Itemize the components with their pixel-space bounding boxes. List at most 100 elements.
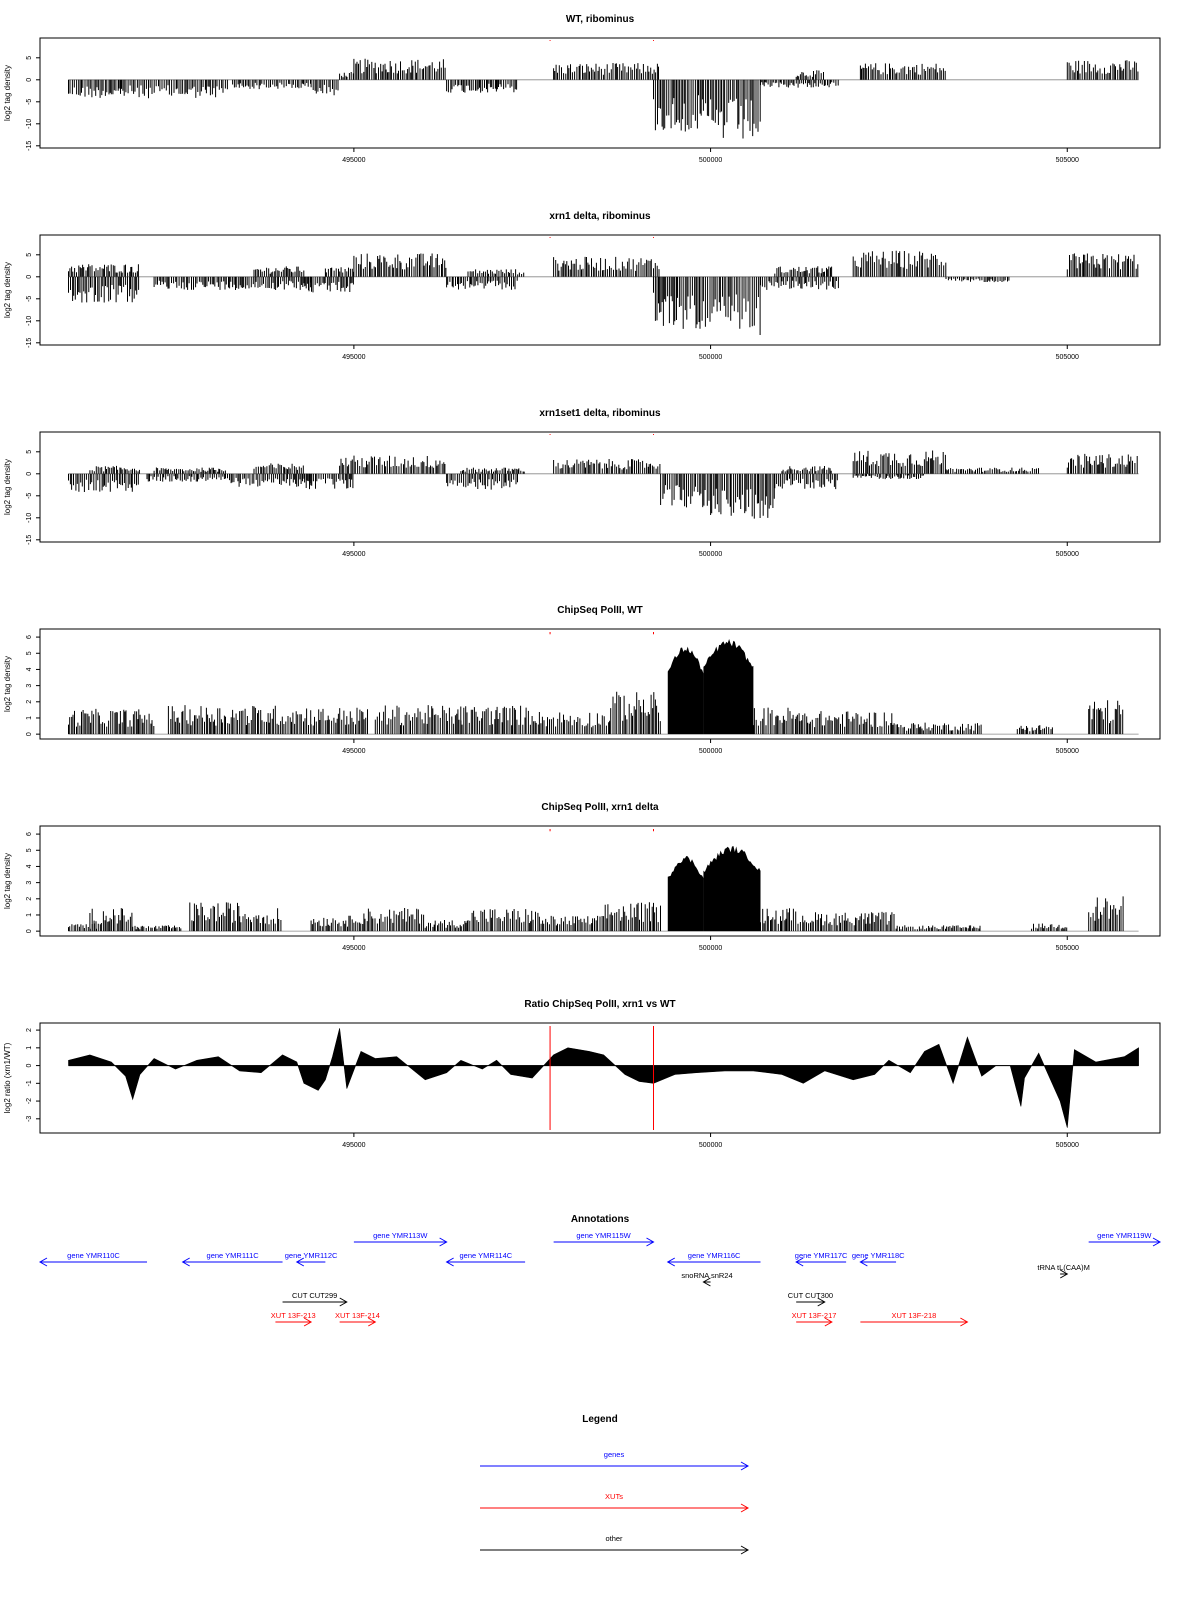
y-tick-label: 5 [26,651,33,655]
density-bars [852,473,924,480]
density-block [703,846,761,932]
chart-panel-1: WT, ribominus log2 tag density -15 -10 -5 0 5 4… [3,14,1161,164]
density-bars [324,267,354,277]
y-tick-label: 4 [26,667,33,671]
density-bars [781,466,832,474]
x-tick-label: 505000 [1056,354,1079,361]
density-bars [895,722,982,735]
y-tick-label: 5 [26,848,33,852]
density-bars [1088,700,1124,735]
feature-arrow [295,1257,326,1267]
density-bars [310,707,368,735]
feature-label: gene YMR112C [285,1251,338,1260]
y-tick-label: 3 [26,881,33,885]
density-bars [239,908,282,932]
arrow-head [295,1257,305,1267]
density-bars [467,909,539,932]
density-bars [945,276,1010,283]
feature-label: tRNA tL(CAA)M [1037,1263,1090,1272]
y-axis-label: log2 tag density [3,459,12,515]
x-tick-label: 500000 [699,157,722,164]
y-tick-label: 4 [26,864,33,868]
plot-frame [39,37,1161,149]
arrow-head [1060,1269,1069,1279]
feature-arrow [339,1317,377,1327]
y-tick-label: 2 [26,700,33,704]
y-tick-label: -10 [26,316,33,326]
y-axis-label: log2 tag density [3,262,12,318]
feature-gene: gene YMR111C [181,1251,283,1267]
annotations-title: Annotations [571,1214,630,1225]
feature-arrow [1088,1237,1162,1247]
feature-arrow [702,1277,711,1287]
density-bars [760,79,839,88]
density-bars [424,920,468,932]
feature-xut: XUT 13F-213 [271,1311,316,1327]
arrow-head [646,1237,655,1247]
feature-arrow [666,1257,761,1267]
density-bars [802,911,895,932]
density-bars [610,691,661,735]
y-tick-label: -1 [26,1080,33,1086]
chart-panel-3: xrn1set1 delta, ribominus log2 tag densit… [3,408,1161,558]
density-bars [467,269,525,277]
arrow-head [960,1317,969,1327]
density-bars [553,459,661,474]
feature-arrow [553,1237,655,1247]
x-tick-label: 500000 [699,945,722,952]
feature-label: CUT CUT300 [788,1291,833,1300]
feature-arrow [859,1257,897,1267]
density-bars [702,79,761,139]
density-bars [353,58,446,80]
density-bars [895,925,981,932]
feature-label: gene YMR111C [207,1251,260,1260]
density-bars [68,708,155,735]
density-bars [68,473,139,492]
feature-label: gene YMR110C [67,1251,120,1260]
density-bars [1031,923,1068,932]
y-axis-label: log2 tag density [3,656,12,712]
feature-label: XUT 13F-213 [271,1311,316,1320]
y-tick-label: -2 [26,1098,33,1104]
density-bars [460,705,539,735]
legend-label: genes [604,1450,625,1459]
y-tick-label: -15 [26,535,33,545]
density-bars [253,463,304,474]
y-tick-label: 0 [26,732,33,736]
plot-frame [39,431,1161,543]
chart-title: xrn1 delta, ribominus [549,211,651,222]
arrow-head [1152,1237,1162,1247]
chart-marks [68,450,1139,519]
y-axis-label: log2 tag density [3,853,12,909]
chart-marks [68,846,1139,932]
density-bars [68,79,228,99]
plot-frame [39,1022,1161,1134]
feature-arrow [38,1257,148,1267]
x-tick-label: 495000 [342,157,365,164]
density-bars [353,253,447,277]
density-bars [374,705,462,735]
density-block [667,646,704,735]
y-tick-label: 5 [26,56,33,60]
y-tick-label: 2 [26,897,33,901]
density-bars [446,79,518,93]
density-bars [702,276,761,335]
arrow-head [339,1297,348,1307]
feature-arrow [860,1317,969,1327]
feature-arrow [445,1257,526,1267]
y-tick-label: 6 [26,832,33,836]
y-tick-label: -15 [26,338,33,348]
density-bars [153,276,312,290]
feature-gene: gene YMR119W [1088,1231,1162,1247]
density-bars [89,465,140,474]
density-bars [710,473,775,519]
density-bars [653,79,704,132]
y-tick-label: -10 [26,513,33,523]
density-bars [132,925,182,932]
density-bars [1016,725,1053,735]
density-bars [1066,453,1138,474]
y-tick-label: -15 [26,141,33,151]
feature-label: gene YMR118C [852,1251,905,1260]
arrow-head [439,1237,448,1247]
x-tick-label: 500000 [699,551,722,558]
